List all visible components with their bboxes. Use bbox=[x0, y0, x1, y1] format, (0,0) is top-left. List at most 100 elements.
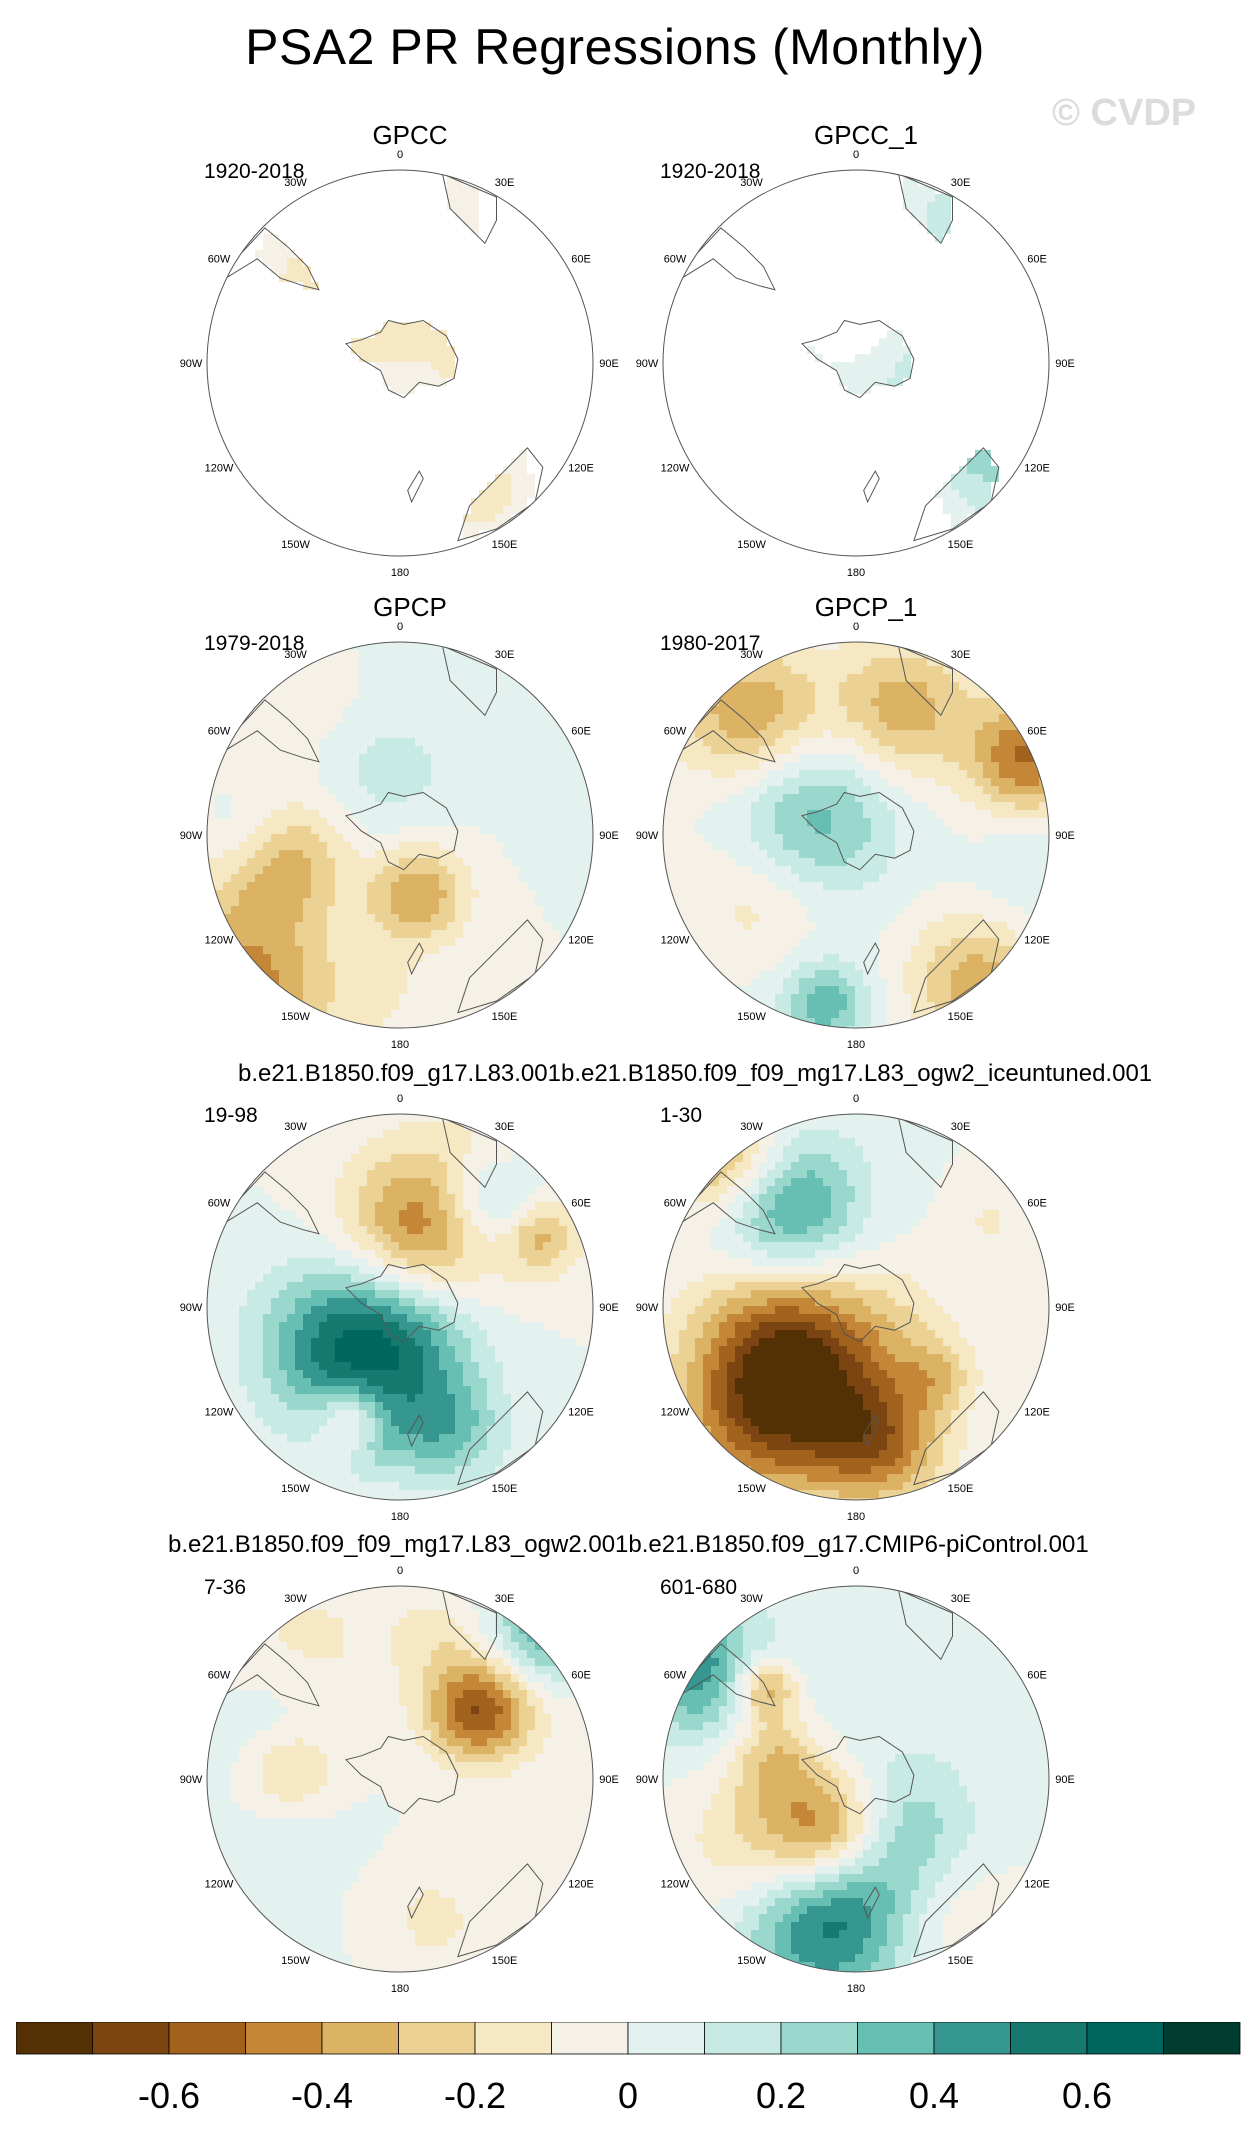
map-panel: GPCP 1979-2018 0 30E 60E 90E 120E 150E 180 150W 12… bbox=[180, 592, 640, 1062]
longitude-tick: 150E bbox=[948, 1483, 974, 1495]
watermark: © CVDP bbox=[1052, 92, 1197, 134]
longitude-tick: 0 bbox=[397, 149, 403, 161]
colorbar-label: -0.2 bbox=[444, 2075, 506, 2116]
map-panel: GPCP_1 1980-2017 0 30E 60E 90E 120E 150E 180 150W… bbox=[636, 592, 1096, 1062]
longitude-tick: 90W bbox=[636, 1302, 659, 1314]
longitude-tick: 30E bbox=[951, 1121, 971, 1133]
longitude-tick: 60W bbox=[664, 726, 687, 738]
longitude-tick: 120E bbox=[568, 463, 594, 475]
longitude-tick: 180 bbox=[391, 567, 409, 579]
row4-panel-titles: b.e21.B1850.f09_f09_mg17.L83_ogw2.001b.e… bbox=[168, 1531, 1089, 1558]
longitude-tick: 180 bbox=[847, 567, 865, 579]
colorbar-box bbox=[1163, 2022, 1241, 2055]
longitude-tick: 120W bbox=[661, 935, 690, 947]
longitude-tick: 90W bbox=[180, 830, 203, 842]
longitude-tick: 30W bbox=[284, 1593, 307, 1605]
map-panel: 1-30 0 30E 60E 90E 120E 150E 180 150W 120W 90W 60W 3… bbox=[636, 1064, 1096, 1534]
longitude-tick: 30W bbox=[740, 1593, 763, 1605]
panel-period: 601-680 bbox=[660, 1576, 738, 1599]
polar-map: 0 30E 60E 90E 120E 150E 180 150W 120W 90W 60W 30W bbox=[180, 1093, 619, 1523]
longitude-tick: 120E bbox=[1024, 935, 1050, 947]
longitude-tick: 60W bbox=[208, 1670, 231, 1682]
longitude-tick: 120W bbox=[205, 1879, 234, 1891]
longitude-tick: 150E bbox=[948, 1955, 974, 1967]
longitude-tick: 30E bbox=[495, 649, 515, 661]
panel-period: 1920-2018 bbox=[204, 160, 305, 183]
colorbar-label: -0.4 bbox=[291, 2075, 353, 2116]
longitude-tick: 30E bbox=[951, 1593, 971, 1605]
longitude-tick: 60E bbox=[571, 1198, 591, 1210]
longitude-tick: 30W bbox=[284, 177, 307, 189]
longitude-tick: 180 bbox=[847, 1983, 865, 1995]
longitude-tick: 120E bbox=[568, 1407, 594, 1419]
longitude-tick: 150W bbox=[281, 1483, 310, 1495]
longitude-tick: 120E bbox=[1024, 1407, 1050, 1419]
longitude-tick: 90E bbox=[1055, 358, 1075, 370]
colorbar-box bbox=[780, 2022, 858, 2055]
colorbar-box bbox=[1086, 2022, 1164, 2055]
longitude-tick: 0 bbox=[853, 149, 859, 161]
longitude-tick: 90E bbox=[599, 358, 619, 370]
longitude-tick: 30E bbox=[495, 177, 515, 189]
longitude-tick: 0 bbox=[397, 1565, 403, 1577]
longitude-tick: 90E bbox=[1055, 1302, 1075, 1314]
row3-panel-titles: b.e21.B1850.f09_g17.L83.001b.e21.B1850.f… bbox=[238, 1060, 1153, 1087]
longitude-tick: 180 bbox=[391, 1039, 409, 1051]
colorbar-box bbox=[16, 2022, 93, 2055]
panel-title: GPCP bbox=[373, 592, 447, 622]
longitude-tick: 150W bbox=[281, 1011, 310, 1023]
colorbar-box bbox=[933, 2022, 1011, 2055]
longitude-tick: 60W bbox=[208, 1198, 231, 1210]
map-panel: GPCC 1920-2018 0 30E 60E 90E 120E 150E 180 150W 12… bbox=[180, 120, 640, 590]
longitude-tick: 60W bbox=[208, 726, 231, 738]
longitude-tick: 60W bbox=[208, 254, 231, 266]
page-title: PSA2 PR Regressions (Monthly) bbox=[245, 19, 985, 75]
longitude-tick: 90E bbox=[599, 830, 619, 842]
longitude-tick: 150W bbox=[737, 539, 766, 551]
longitude-tick: 30E bbox=[951, 649, 971, 661]
longitude-tick: 120W bbox=[661, 1407, 690, 1419]
longitude-tick: 150W bbox=[281, 1955, 310, 1967]
colorbar-label: 0.2 bbox=[756, 2075, 806, 2116]
longitude-tick: 150W bbox=[737, 1011, 766, 1023]
colorbar-box bbox=[627, 2022, 705, 2055]
longitude-tick: 120E bbox=[568, 1879, 594, 1891]
longitude-tick: 120W bbox=[205, 463, 234, 475]
map-panel: 601-680 0 30E 60E 90E 120E 150E 180 150W 120W 90W 6… bbox=[636, 1536, 1096, 2006]
polar-map: 0 30E 60E 90E 120E 150E 180 150W 120W 90W 60W 30W bbox=[636, 621, 1075, 1051]
longitude-tick: 150E bbox=[492, 1011, 518, 1023]
longitude-tick: 60E bbox=[571, 254, 591, 266]
longitude-tick: 30W bbox=[740, 649, 763, 661]
longitude-tick: 60W bbox=[664, 1198, 687, 1210]
polar-map: 0 30E 60E 90E 120E 150E 180 150W 120W 90W 60W 30W bbox=[636, 1565, 1075, 1995]
colorbar: -0.6 -0.4 -0.2 0 0.2 0.4 0.6 bbox=[16, 2022, 1241, 2116]
longitude-tick: 90W bbox=[636, 1774, 659, 1786]
colorbar-box bbox=[398, 2022, 476, 2055]
map-panel: GPCC_1 1920-2018 0 30E 60E 90E 120E 150E 180 150W… bbox=[636, 120, 1096, 590]
longitude-tick: 150E bbox=[492, 1955, 518, 1967]
colorbar-box bbox=[321, 2022, 399, 2055]
panel-period: 1979-2018 bbox=[204, 632, 305, 655]
longitude-tick: 120W bbox=[205, 935, 234, 947]
longitude-tick: 30E bbox=[951, 177, 971, 189]
longitude-tick: 120E bbox=[568, 935, 594, 947]
longitude-tick: 150W bbox=[737, 1483, 766, 1495]
longitude-tick: 0 bbox=[853, 1093, 859, 1105]
colorbar-box bbox=[474, 2022, 552, 2055]
polar-map: 0 30E 60E 90E 120E 150E 180 150W 120W 90W 60W 30W bbox=[180, 1565, 619, 1995]
panel-title: GPCC_1 bbox=[813, 120, 919, 150]
longitude-tick: 180 bbox=[847, 1039, 865, 1051]
longitude-tick: 90E bbox=[599, 1302, 619, 1314]
colorbar-box bbox=[168, 2022, 246, 2055]
longitude-tick: 30E bbox=[495, 1121, 515, 1133]
longitude-tick: 120E bbox=[1024, 1879, 1050, 1891]
longitude-tick: 0 bbox=[397, 1093, 403, 1105]
longitude-tick: 180 bbox=[391, 1983, 409, 1995]
longitude-tick: 180 bbox=[847, 1511, 865, 1523]
colorbar-box bbox=[92, 2022, 170, 2055]
longitude-tick: 150E bbox=[948, 1011, 974, 1023]
longitude-tick: 30W bbox=[740, 1121, 763, 1133]
longitude-tick: 60W bbox=[664, 254, 687, 266]
longitude-tick: 60E bbox=[1027, 726, 1047, 738]
map-panel: 19-98 0 30E 60E 90E 120E 150E 180 150W 120W 90W 60W… bbox=[180, 1064, 640, 1534]
